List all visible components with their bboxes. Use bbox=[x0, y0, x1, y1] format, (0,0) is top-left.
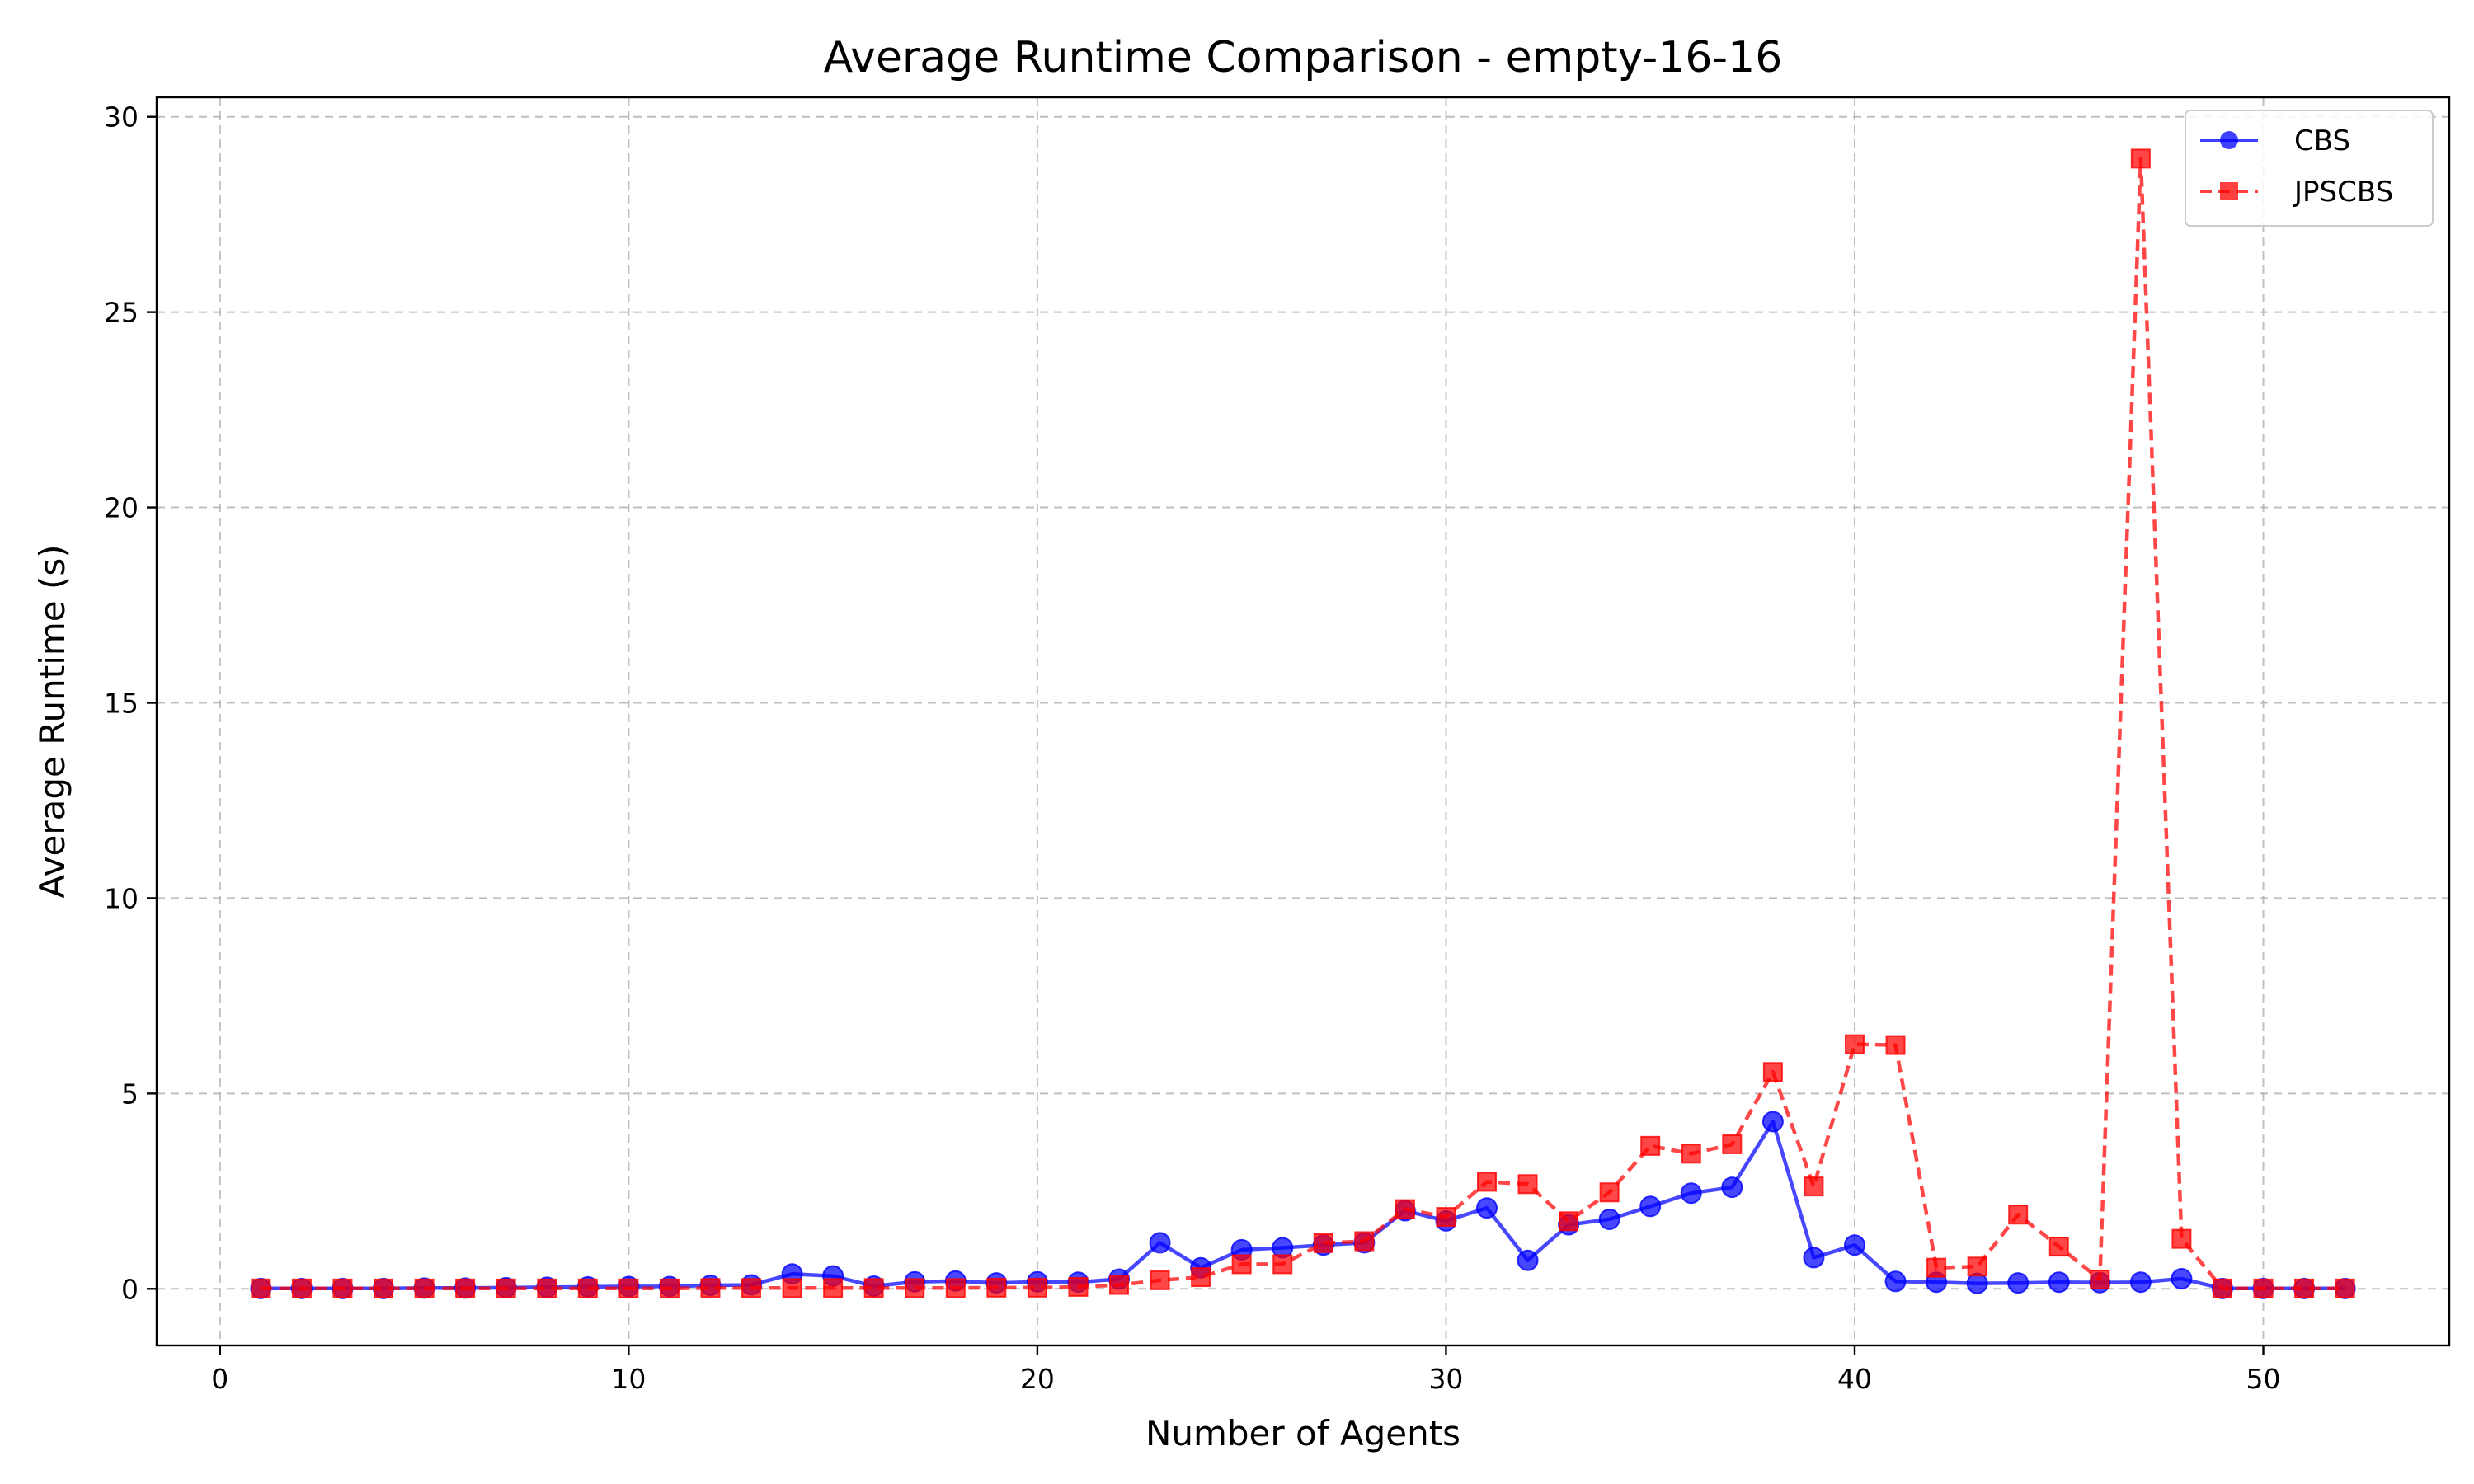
x-tick-label: 50 bbox=[2246, 1363, 2281, 1395]
x-tick-label: 40 bbox=[1837, 1363, 1872, 1395]
data-point-jpscbs bbox=[1722, 1134, 1743, 1154]
x-tick-label: 30 bbox=[1428, 1363, 1463, 1395]
x-axis-label: Number of Agents bbox=[1145, 1413, 1460, 1453]
data-point-jpscbs bbox=[945, 1278, 966, 1298]
y-tick-label: 20 bbox=[104, 492, 139, 524]
series-jpscbs bbox=[251, 148, 2355, 1298]
data-point-jpscbs bbox=[741, 1278, 762, 1298]
data-point-cbs bbox=[1517, 1249, 1539, 1271]
data-point-cbs bbox=[2129, 1271, 2152, 1294]
data-point-jpscbs bbox=[986, 1277, 1007, 1298]
data-point-jpscbs bbox=[1395, 1199, 1415, 1219]
data-point-jpscbs bbox=[2090, 1269, 2110, 1289]
data-point-jpscbs bbox=[618, 1278, 639, 1298]
data-point-jpscbs bbox=[1150, 1270, 1170, 1290]
y-tick-label: 15 bbox=[104, 687, 139, 719]
data-point-jpscbs bbox=[1681, 1144, 1701, 1164]
tick-layer: 0 10 20 30 40 50 0 5 10 15 20 25 30 bbox=[104, 101, 2281, 1395]
data-point-cbs bbox=[1639, 1195, 1662, 1218]
data-point-jpscbs bbox=[2048, 1237, 2069, 1257]
data-point-jpscbs bbox=[374, 1278, 394, 1298]
data-point-jpscbs bbox=[1885, 1035, 1906, 1055]
x-tick-label: 10 bbox=[611, 1363, 646, 1395]
x-tick-label: 20 bbox=[1020, 1363, 1055, 1395]
y-tick-label: 25 bbox=[104, 297, 139, 329]
data-point-jpscbs bbox=[1804, 1176, 1824, 1197]
y-tick-label: 5 bbox=[121, 1078, 139, 1110]
data-point-cbs bbox=[1598, 1208, 1620, 1230]
data-point-jpscbs bbox=[537, 1278, 557, 1298]
data-point-jpscbs bbox=[1476, 1172, 1497, 1192]
legend-marker-jpscbs bbox=[2220, 182, 2238, 200]
data-point-jpscbs bbox=[1517, 1174, 1538, 1195]
grid-layer bbox=[157, 97, 2449, 1345]
data-point-jpscbs bbox=[2171, 1228, 2192, 1249]
data-point-jpscbs bbox=[782, 1278, 802, 1298]
data-point-cbs bbox=[2171, 1267, 2193, 1289]
data-point-jpscbs bbox=[1313, 1233, 1333, 1253]
legend-label-jpscbs: JPSCBS bbox=[2293, 176, 2393, 209]
data-point-jpscbs bbox=[1762, 1062, 1783, 1082]
legend-label-cbs: CBS bbox=[2294, 124, 2350, 157]
data-point-jpscbs bbox=[1967, 1256, 1987, 1277]
data-point-jpscbs bbox=[455, 1278, 476, 1298]
data-point-cbs bbox=[1761, 1111, 1784, 1133]
data-point-jpscbs bbox=[1926, 1257, 1947, 1278]
data-point-jpscbs bbox=[332, 1278, 353, 1298]
data-point-jpscbs bbox=[1844, 1034, 1865, 1054]
data-point-cbs bbox=[2048, 1271, 2070, 1294]
legend: CBS JPSCBS bbox=[2185, 110, 2434, 227]
data-point-jpscbs bbox=[251, 1278, 271, 1298]
data-point-jpscbs bbox=[863, 1278, 884, 1298]
data-point-jpscbs bbox=[2008, 1205, 2029, 1225]
data-point-jpscbs bbox=[2335, 1278, 2355, 1298]
data-point-jpscbs bbox=[496, 1278, 516, 1298]
data-point-cbs bbox=[1680, 1182, 1702, 1205]
data-point-jpscbs bbox=[1109, 1275, 1130, 1295]
data-point-jpscbs bbox=[1559, 1211, 1579, 1232]
data-point-jpscbs bbox=[2130, 148, 2151, 169]
chart-title: Average Runtime Comparison - empty-16-16 bbox=[824, 33, 1783, 82]
data-point-jpscbs bbox=[905, 1278, 925, 1298]
data-point-jpscbs bbox=[823, 1278, 844, 1298]
y-tick-label: 30 bbox=[104, 101, 139, 134]
data-point-jpscbs bbox=[1027, 1277, 1047, 1298]
data-point-jpscbs bbox=[1436, 1207, 1456, 1228]
data-point-jpscbs bbox=[659, 1278, 680, 1298]
data-point-jpscbs bbox=[2294, 1278, 2315, 1298]
y-tick-label: 0 bbox=[121, 1273, 139, 1305]
data-point-jpscbs bbox=[414, 1278, 435, 1298]
plot-frame bbox=[155, 96, 2451, 1347]
data-point-cbs bbox=[1884, 1270, 1907, 1293]
data-point-jpscbs bbox=[1640, 1135, 1661, 1156]
data-point-jpscbs bbox=[291, 1278, 312, 1298]
data-point-jpscbs bbox=[700, 1278, 721, 1298]
data-point-jpscbs bbox=[1354, 1231, 1375, 1252]
data-point-jpscbs bbox=[577, 1278, 598, 1298]
data-point-jpscbs bbox=[1231, 1254, 1252, 1275]
data-point-cbs bbox=[2007, 1272, 2030, 1294]
data-point-jpscbs bbox=[2253, 1278, 2274, 1298]
data-point-jpscbs bbox=[1191, 1267, 1211, 1288]
data-point-cbs bbox=[1843, 1234, 1865, 1256]
data-point-jpscbs bbox=[1272, 1254, 1293, 1275]
data-point-jpscbs bbox=[2212, 1278, 2232, 1298]
y-axis-label: Average Runtime (s) bbox=[32, 544, 73, 898]
data-point-jpscbs bbox=[1068, 1276, 1089, 1297]
data-point-jpscbs bbox=[1599, 1182, 1620, 1203]
series-layer bbox=[250, 148, 2356, 1299]
x-tick-label: 0 bbox=[211, 1363, 228, 1395]
series-line-jpscbs bbox=[261, 157, 2345, 1291]
legend-marker-cbs bbox=[2220, 131, 2238, 149]
y-tick-label: 10 bbox=[104, 882, 139, 914]
data-point-cbs bbox=[1721, 1176, 1743, 1199]
data-point-cbs bbox=[1149, 1232, 1171, 1254]
data-point-cbs bbox=[1803, 1247, 1825, 1269]
data-point-cbs bbox=[1475, 1197, 1498, 1219]
